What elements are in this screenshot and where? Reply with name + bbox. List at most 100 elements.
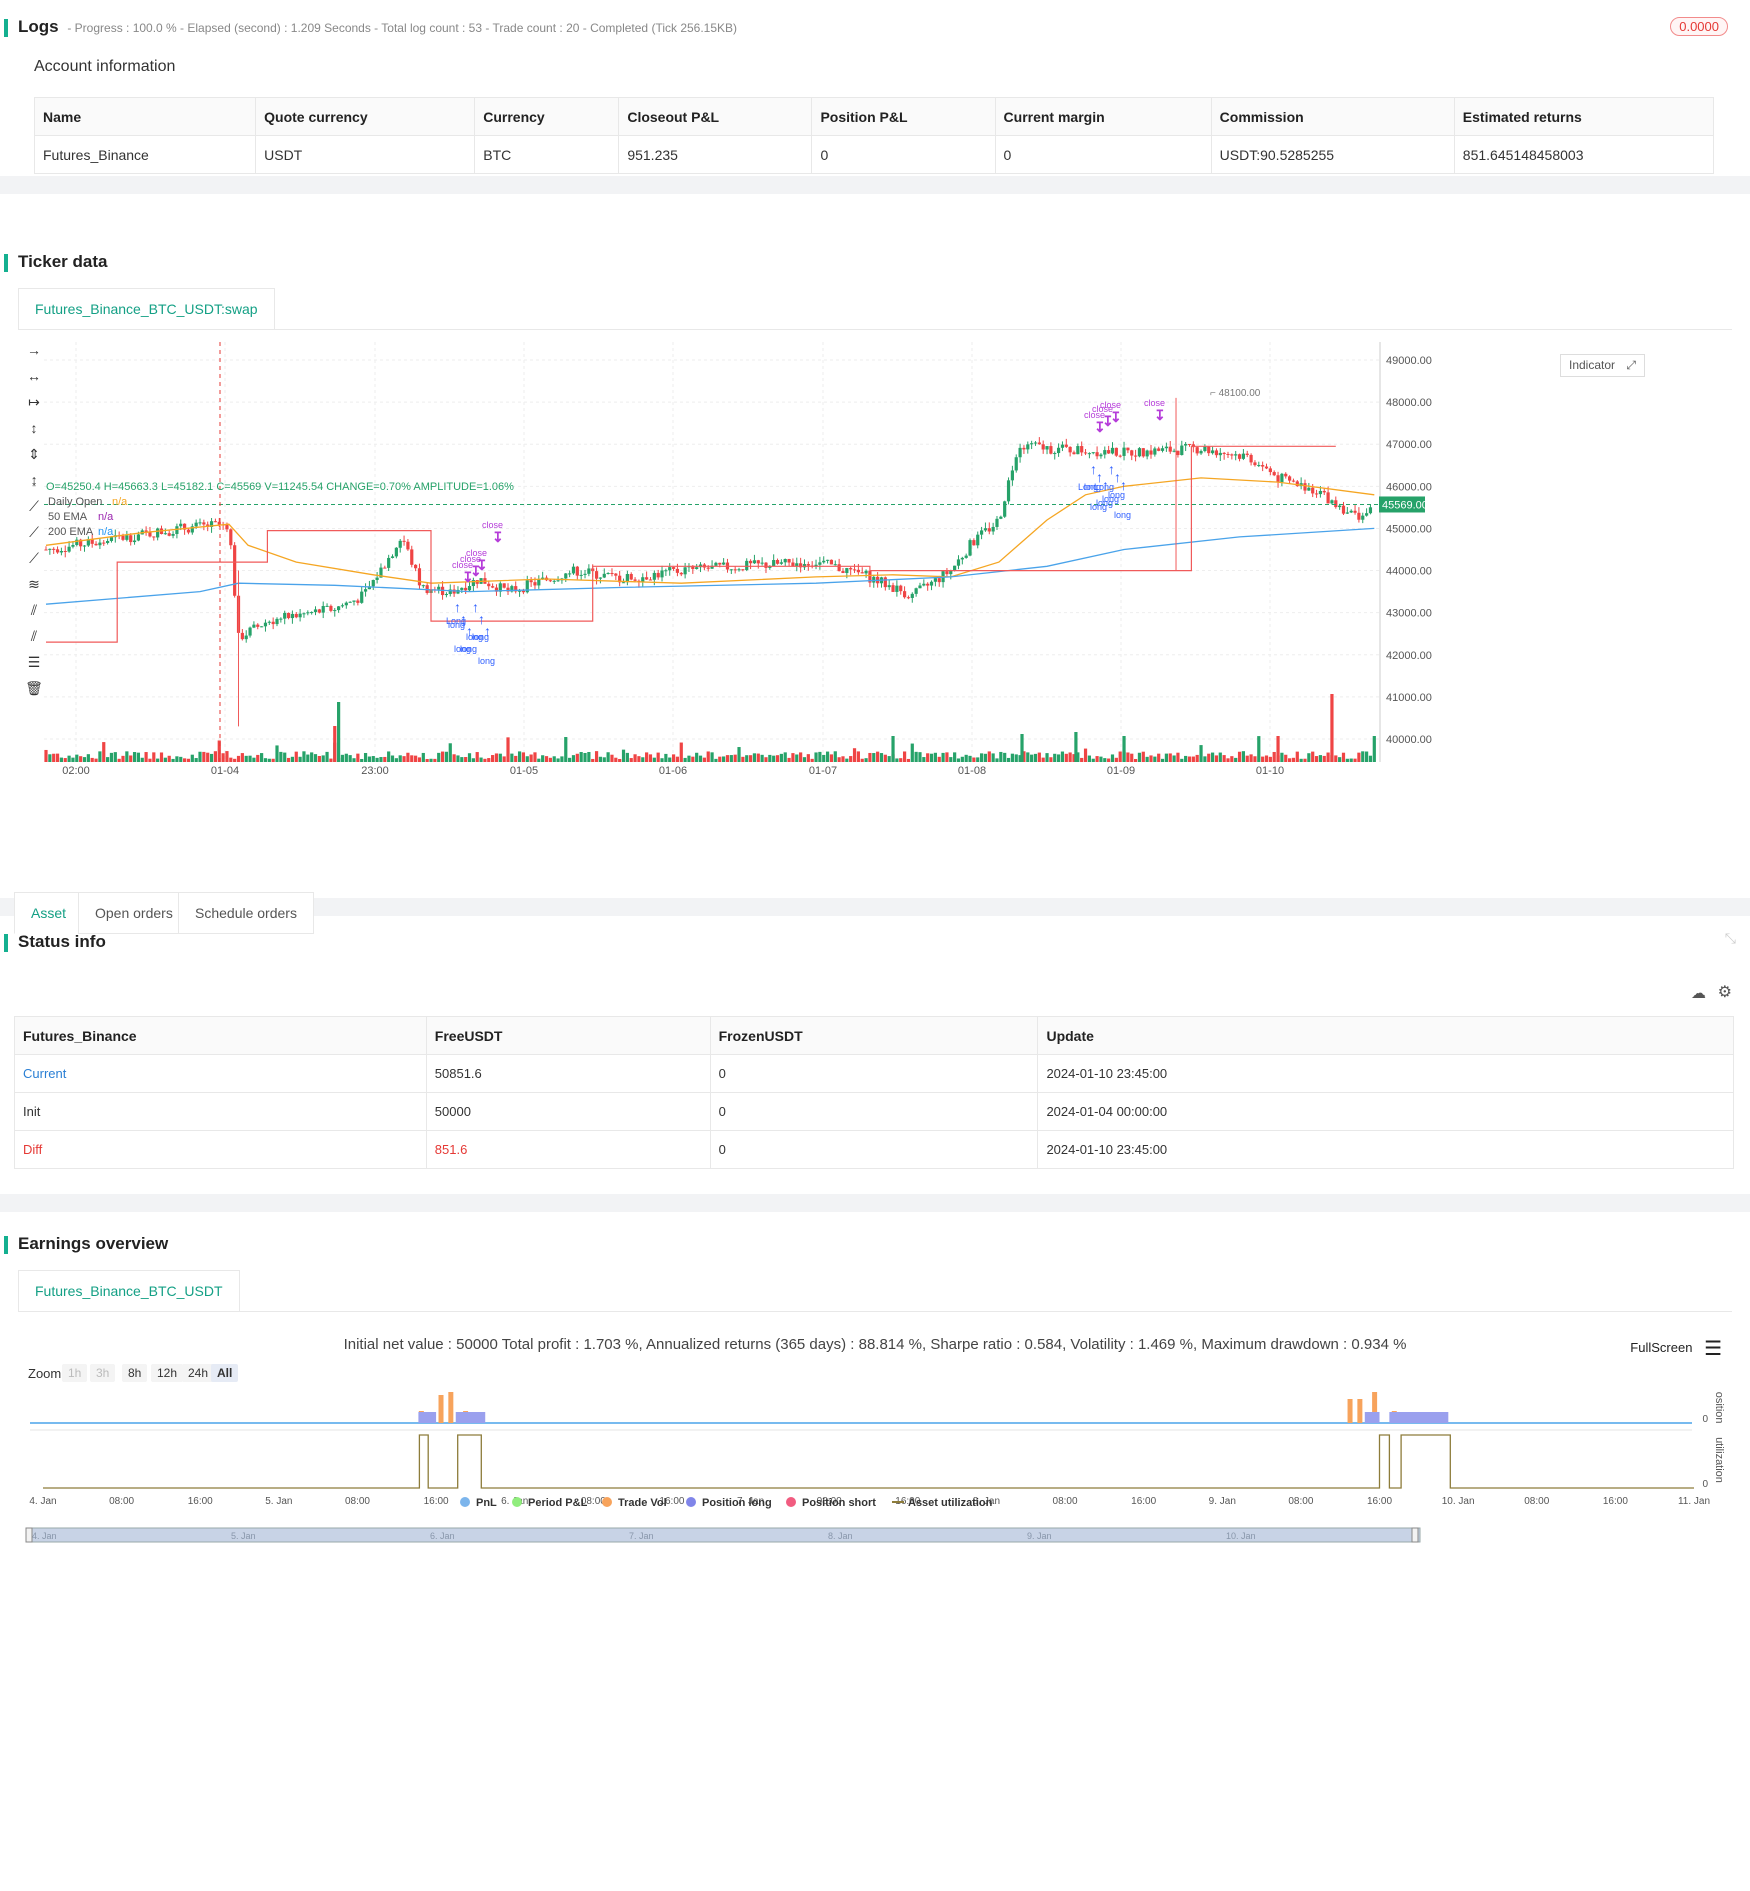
menu-icon[interactable]: ☰ <box>1704 1338 1722 1360</box>
volume-bar <box>818 751 822 762</box>
volume-bar <box>1157 753 1161 762</box>
candle-body <box>467 586 472 591</box>
vol-tick-label: 0 <box>1702 1414 1708 1425</box>
volume-bar <box>1307 753 1311 762</box>
volume-bar <box>583 752 587 762</box>
volume-bar <box>48 754 52 762</box>
volume-bar <box>829 754 834 762</box>
volume-bar <box>560 756 564 762</box>
close-label: close <box>452 560 473 570</box>
volume-bar <box>117 758 121 762</box>
candle-body <box>756 560 760 564</box>
asset-cell: 2024-01-04 00:00:00 <box>1037 1092 1734 1131</box>
candle-body <box>448 589 452 595</box>
candle-body <box>63 550 67 552</box>
status-tab-open-orders[interactable]: Open orders <box>78 892 190 934</box>
candle-body <box>675 568 680 573</box>
asset-header-cell: Futures_Binance <box>14 1016 427 1055</box>
earnings-chart[interactable]: 9008007006005004003002001000-100-40000Pn… <box>0 1392 1750 1862</box>
zoom-button-12h[interactable]: 12h <box>151 1364 184 1382</box>
candle-body <box>302 613 306 615</box>
candle-body <box>1330 500 1334 504</box>
price-tick-label: 44000.00 <box>1386 566 1432 578</box>
volume-bar <box>163 757 167 762</box>
candle-body <box>629 574 633 580</box>
volume-bar <box>1199 745 1203 762</box>
candle-body <box>337 606 341 611</box>
expand-icon[interactable]: ⤢ <box>1626 358 1636 372</box>
volume-bar <box>556 758 560 762</box>
price-range-icon[interactable]: ⇕ <box>28 446 40 462</box>
candle-body <box>1030 443 1034 445</box>
fullscreen-button[interactable]: FullScreen ☰ <box>1630 1336 1722 1361</box>
candle-body <box>402 540 406 542</box>
candle-body <box>929 581 934 586</box>
candle-body <box>491 586 495 588</box>
volume-bar <box>360 758 364 762</box>
ray-icon[interactable]: → <box>27 342 41 358</box>
candle-body <box>1110 447 1115 454</box>
segment-icon[interactable]: ⟋ <box>29 550 39 566</box>
volume-bar <box>656 752 660 762</box>
volume-bar <box>1145 756 1149 762</box>
time-tick-label: 10. Jan <box>1442 1496 1475 1507</box>
arrow-line-icon[interactable]: ⟋ <box>29 524 39 540</box>
vertical-line-icon[interactable]: ↕ <box>30 420 38 436</box>
asset-cell[interactable]: Current <box>14 1054 427 1093</box>
price-tick-label: 46000.00 <box>1386 481 1432 493</box>
candle-body <box>752 560 757 564</box>
candlestick-chart[interactable]: 49000.00 48000.00 47000.00 46000.00 45000.00… <box>44 342 1734 862</box>
volume-bar <box>144 752 148 762</box>
volume-bar <box>398 755 402 762</box>
volume-bar <box>363 752 368 762</box>
volume-bar <box>121 755 125 762</box>
collapse-icon[interactable]: ⤡ <box>1724 930 1736 946</box>
volume-bar <box>725 755 730 762</box>
fib-icon[interactable]: ≋ <box>28 576 40 592</box>
status-tab-asset[interactable]: Asset <box>14 892 84 934</box>
extended-line-icon[interactable]: ↦ <box>28 394 40 410</box>
candle-body <box>256 624 260 627</box>
long-arrow-marker: ↑ <box>1096 469 1103 485</box>
download-icon[interactable]: ☁ <box>1691 985 1706 1002</box>
trash-icon[interactable]: 🗑 <box>25 680 43 696</box>
candle-body <box>787 559 791 563</box>
volume-bar <box>240 753 244 762</box>
earnings-tab[interactable]: Futures_Binance_BTC_USDT <box>18 1270 240 1312</box>
zoom-button-All[interactable]: All <box>211 1364 239 1382</box>
candle-body <box>132 540 137 543</box>
candle-body <box>1099 454 1103 457</box>
ticker-tab[interactable]: Futures_Binance_BTC_USDT:swap <box>18 288 275 330</box>
volume-bar <box>464 757 468 762</box>
time-tick-label: 4. Jan <box>29 1496 56 1507</box>
settings-icon[interactable]: ⚙ <box>1717 984 1732 1001</box>
volume-bar <box>229 757 233 762</box>
zoom-button-8h[interactable]: 8h <box>122 1364 148 1382</box>
status-tab-schedule-orders[interactable]: Schedule orders <box>178 892 314 934</box>
close-arrow-marker: ↧ <box>492 529 504 545</box>
time-tick-label: 16:00 <box>188 1496 213 1507</box>
candle-body <box>1234 454 1238 456</box>
candle-body <box>533 582 537 586</box>
trend-line-icon[interactable]: ⟋ <box>29 498 39 514</box>
volume-bar <box>1311 751 1315 762</box>
legend-label: Position short <box>802 1497 876 1509</box>
vertical-ray-icon[interactable]: ↨ <box>30 472 38 488</box>
indicator-button-label: Indicator <box>1569 358 1616 372</box>
volume-bar <box>594 751 599 762</box>
levels-icon[interactable]: ☰ <box>27 654 41 670</box>
volume-bar <box>186 758 191 762</box>
candle-body <box>179 523 183 527</box>
zoom-button-24h[interactable]: 24h <box>182 1364 215 1382</box>
volume-bar <box>94 758 98 762</box>
volume-bar <box>260 753 264 762</box>
parallel-channel-icon[interactable]: ⫽ <box>30 602 38 618</box>
indicator-button[interactable]: Indicator ⤢ <box>1560 354 1645 377</box>
horizontal-line-icon[interactable]: ↔ <box>27 368 41 384</box>
candle-body <box>502 583 506 588</box>
volume-bar <box>648 754 653 762</box>
volume-bar <box>979 753 984 762</box>
candle-body <box>417 568 422 586</box>
volume-bar <box>1107 758 1111 762</box>
pitchfork-icon[interactable]: ⫽ <box>30 628 38 644</box>
